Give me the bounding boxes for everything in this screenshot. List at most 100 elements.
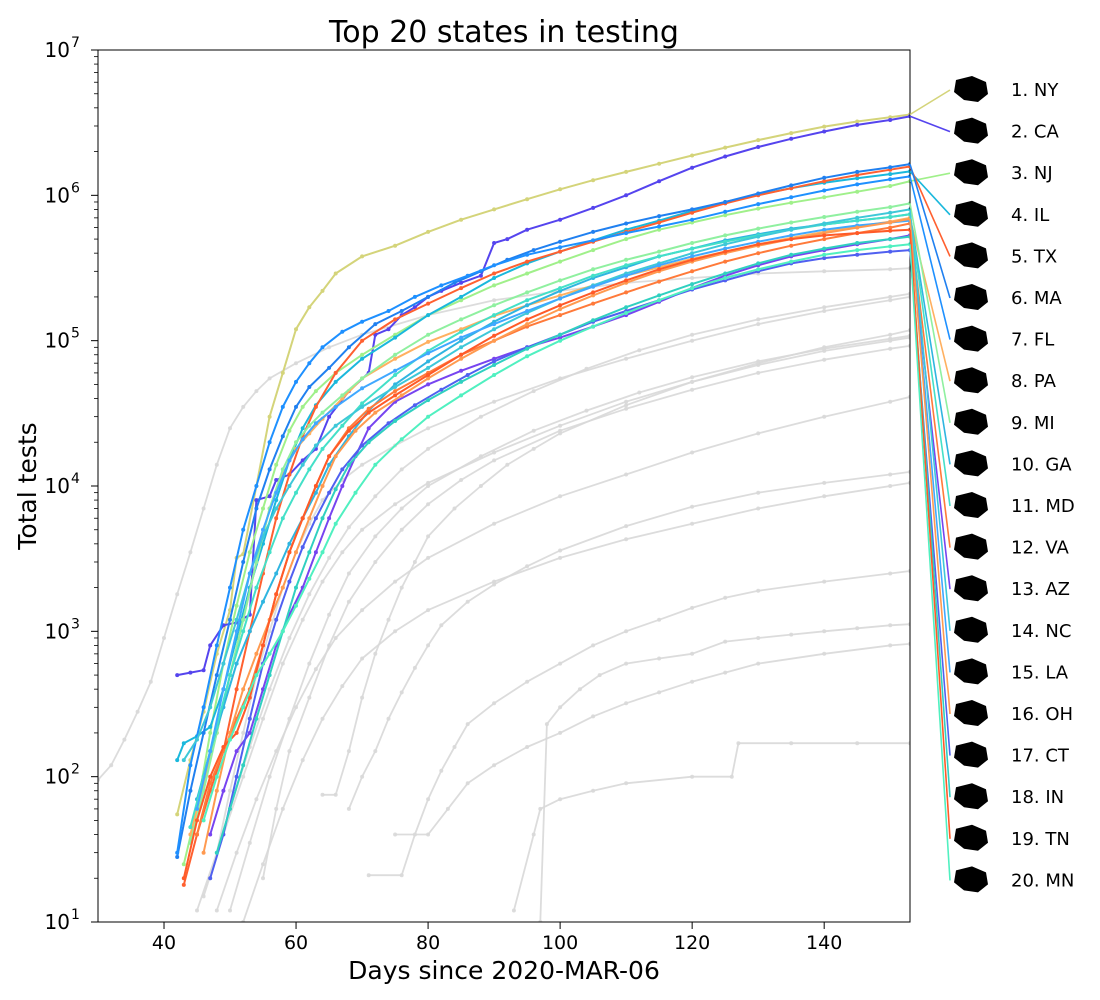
- background-series-line-point: [505, 462, 510, 467]
- series-line-oh-point: [591, 293, 596, 298]
- series-line-ny-point: [492, 207, 497, 212]
- series-line-la-point: [690, 254, 695, 259]
- series-line-fl-point: [624, 231, 629, 236]
- series-line-fl-point: [591, 238, 596, 243]
- background-series-line-point: [267, 376, 272, 381]
- x-tick-label: 80: [416, 932, 440, 954]
- series-line-tn-point: [756, 242, 761, 247]
- background-series-line-point: [584, 366, 589, 371]
- series-line-ca-point: [789, 136, 794, 141]
- background-series-line-point: [426, 480, 431, 485]
- series-line-mi-point: [320, 410, 325, 415]
- background-series-line-point: [327, 345, 332, 350]
- series-line-mn-point: [254, 673, 259, 678]
- series-line-ny-point: [459, 217, 464, 222]
- series-line-nc-point: [855, 215, 860, 220]
- background-series-line-point: [393, 579, 398, 584]
- background-series-line-point: [657, 656, 662, 661]
- background-series-line-point: [426, 484, 431, 488]
- series-line-ca-point: [175, 673, 180, 678]
- series-line-md-point: [591, 273, 596, 278]
- background-series-line-point: [333, 792, 338, 797]
- y-tick-exponent: 2: [71, 762, 80, 778]
- series-line-la-point: [393, 368, 398, 373]
- series-line-mi-point: [558, 278, 563, 283]
- series-line-la-point: [558, 296, 563, 301]
- state-silhouette-icon: [954, 575, 988, 602]
- series-line-az-point: [459, 368, 464, 373]
- background-series-line-point: [373, 651, 378, 656]
- series-line-in-point: [267, 673, 272, 678]
- series-line-mi: [189, 202, 910, 844]
- background-series-line: [348, 471, 910, 810]
- series-line-in-point: [822, 246, 827, 251]
- series-line-tn-point: [313, 484, 318, 488]
- series-line-ca-point: [254, 498, 259, 503]
- series-line-oh-point: [333, 454, 338, 459]
- series-line-nj-point: [525, 271, 530, 276]
- state-silhouette-icon: [954, 741, 988, 768]
- series-line-ca: [177, 115, 910, 677]
- series-line-ca-point: [888, 118, 893, 122]
- series-line-ca-point: [624, 193, 629, 198]
- series-line-mn-point: [459, 393, 464, 398]
- background-series-line: [196, 296, 910, 911]
- background-series-line-point: [346, 599, 351, 604]
- series-line-fl-point: [412, 294, 417, 299]
- series-line-ma-point: [267, 467, 272, 472]
- series-line-ma-point: [855, 169, 860, 174]
- background-series-line-point: [591, 714, 596, 719]
- series-line-mn-point: [888, 244, 893, 249]
- series-line-tn-point: [346, 428, 351, 433]
- series-line-il-point: [888, 172, 893, 177]
- series-line-mi-point: [624, 257, 629, 262]
- y-tick-label: 10: [45, 183, 70, 207]
- series-line-pa-point: [393, 356, 398, 361]
- background-series-line-point: [313, 667, 318, 672]
- background-series-line-point: [624, 701, 629, 706]
- series-line-fl-point: [307, 361, 312, 366]
- background-series-line-point: [426, 534, 431, 539]
- series-line-tn-point: [855, 231, 860, 236]
- background-series-line-point: [267, 774, 272, 779]
- series-line-ny-point: [393, 243, 398, 248]
- y-tick-exponent: 1: [71, 907, 80, 923]
- series-line-fl-point: [340, 329, 345, 334]
- background-series-line-point: [756, 431, 761, 436]
- background-series-line-point: [789, 632, 794, 637]
- series-line-ca-point: [274, 478, 279, 482]
- series-line-fl-point: [789, 195, 794, 200]
- background-series-line-point: [294, 705, 298, 710]
- series-line-va-point: [366, 406, 371, 411]
- series-line-mi-point: [591, 267, 596, 272]
- state-silhouette-icon: [954, 533, 988, 560]
- background-series-line-point: [690, 651, 695, 656]
- background-series-line-point: [690, 504, 695, 509]
- series-line-va-point: [756, 251, 761, 256]
- background-series-line-point: [360, 608, 365, 613]
- background-series-line-point: [261, 862, 265, 867]
- series-line-la-point: [591, 284, 596, 289]
- background-series-line-point: [261, 716, 265, 721]
- series-line-va-point: [690, 269, 695, 274]
- state-silhouette-icon: [954, 783, 988, 810]
- series-line-la-point: [313, 421, 318, 426]
- series-line-fl-point: [465, 273, 470, 278]
- series-line-fl-point: [360, 319, 365, 324]
- series-line-tx-point: [234, 687, 239, 692]
- background-series-line-point: [888, 336, 893, 341]
- series-line-va-point: [822, 237, 827, 242]
- series-line-md-point: [241, 629, 246, 634]
- background-series-line-point: [280, 661, 285, 666]
- background-series-line-point: [657, 617, 662, 622]
- background-series-line-point: [492, 582, 497, 587]
- series-line-fl-point: [525, 252, 530, 257]
- series-line-la-point: [624, 273, 629, 278]
- y-tick-exponent: 5: [71, 326, 80, 342]
- series-line-tn-point: [261, 643, 265, 648]
- series-line-ct-point: [340, 467, 345, 472]
- series-line-nj-point: [756, 206, 761, 211]
- background-series-line-point: [287, 716, 292, 721]
- series-line-in-point: [333, 487, 338, 492]
- series-line-in-point: [459, 379, 464, 384]
